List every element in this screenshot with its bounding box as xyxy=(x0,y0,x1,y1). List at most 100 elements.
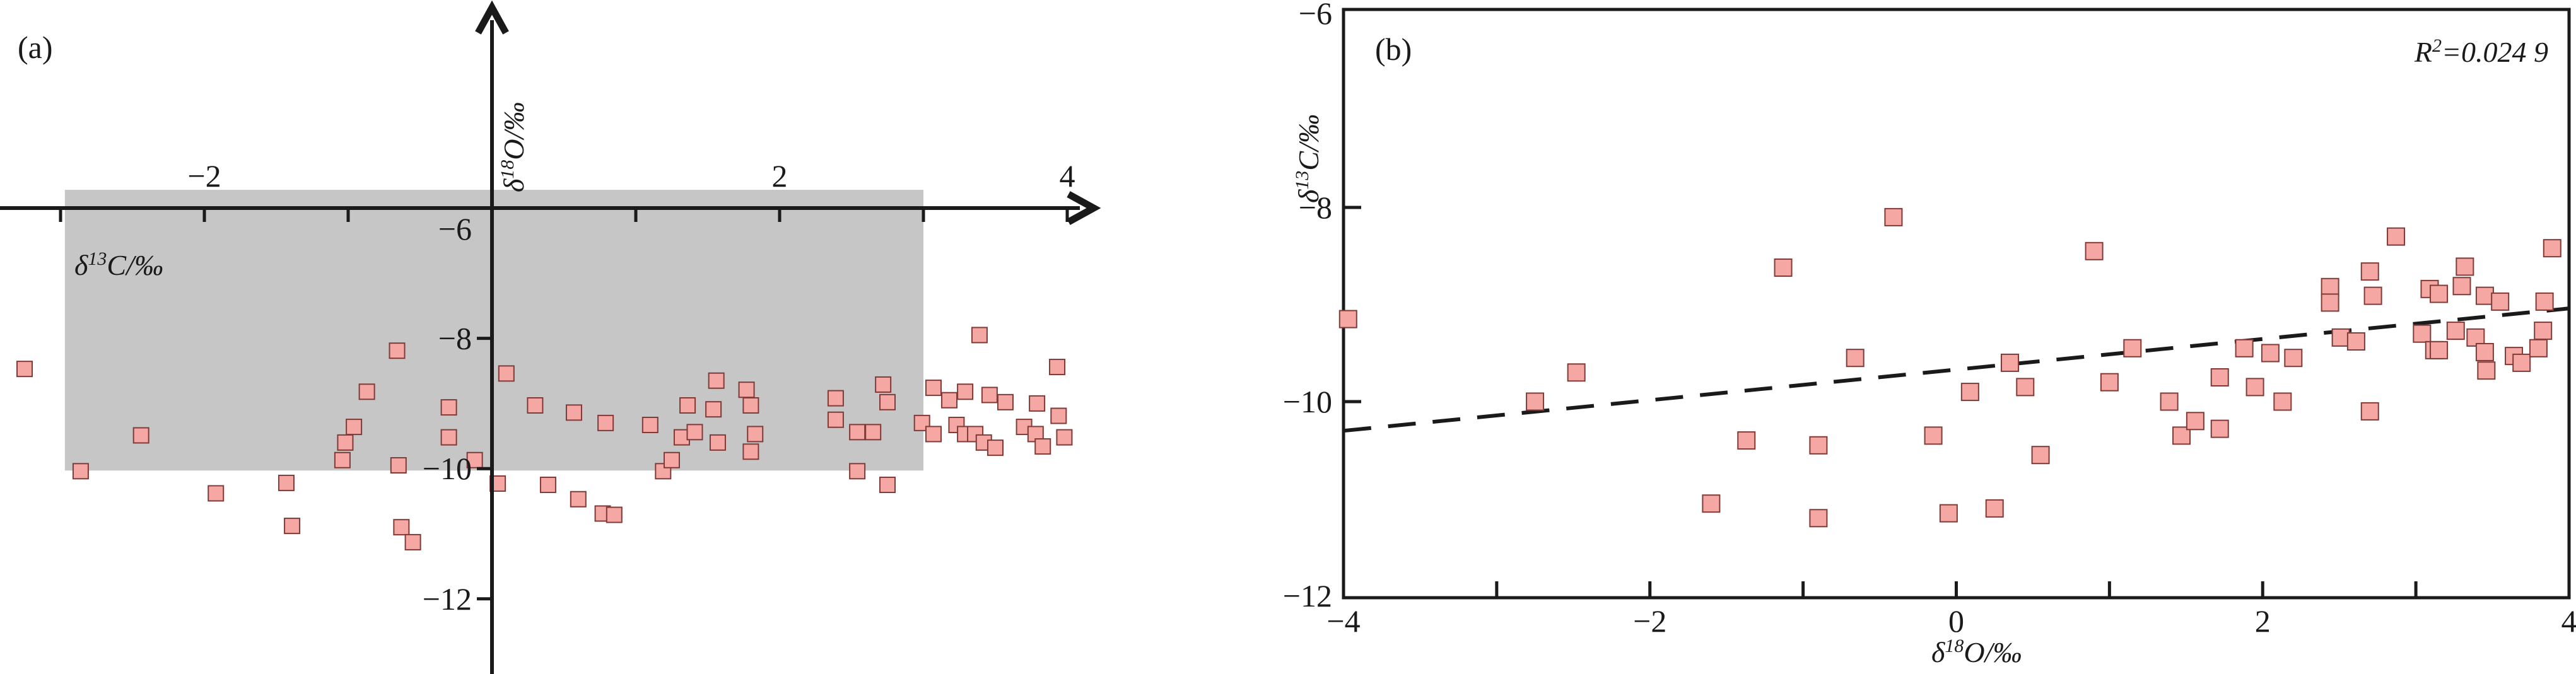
data-point xyxy=(2321,293,2339,312)
panel-a-x-ticks xyxy=(59,208,1069,222)
data-point xyxy=(957,383,974,400)
data-point xyxy=(1774,258,1793,277)
data-point xyxy=(2210,368,2229,386)
data-point xyxy=(2016,378,2035,397)
data-point xyxy=(641,416,659,433)
panel-b-x-axis-title: δ18O/‰ xyxy=(1931,636,2022,669)
data-point xyxy=(679,397,696,414)
x-tick-label: −2 xyxy=(187,158,221,194)
data-point xyxy=(2210,419,2229,438)
data-point xyxy=(2477,361,2496,380)
data-point xyxy=(664,451,680,468)
data-point xyxy=(705,401,722,418)
y-tick-label: −6 xyxy=(438,211,472,247)
y-tick-label: −8 xyxy=(1299,190,1332,225)
data-point xyxy=(997,393,1014,410)
data-point xyxy=(2284,349,2303,368)
x-tick-label: 0 xyxy=(1948,603,1964,639)
y-tick-label: −12 xyxy=(1283,578,1332,613)
data-point xyxy=(2535,292,2554,311)
x-tick-label: 2 xyxy=(772,158,788,194)
data-point xyxy=(925,380,942,397)
data-point xyxy=(2085,241,2104,260)
shaded-region xyxy=(64,190,924,471)
data-point xyxy=(827,390,844,407)
panel-a-x-tick-labels: −2 2 4 xyxy=(187,158,1075,194)
data-point xyxy=(2100,373,2119,392)
data-point xyxy=(971,327,988,344)
panel-a-scatter-points xyxy=(16,327,1073,550)
data-point xyxy=(2529,339,2548,357)
panel-b: −4 −2 0 2 4 −6 −8 −10 −12 δ18O/‰ δ13C/‰ (b) R2=… xyxy=(1283,0,2576,668)
data-point xyxy=(742,443,759,460)
data-point xyxy=(2360,402,2379,421)
data-point xyxy=(1960,383,1979,402)
regression-dashed-line xyxy=(1343,306,2570,433)
data-point xyxy=(2172,426,2191,445)
data-point xyxy=(2245,378,2264,397)
data-point xyxy=(1702,494,1721,513)
panel-b-x-tick-labels: −4 −2 0 2 4 xyxy=(1326,603,2576,639)
data-point xyxy=(2413,324,2432,343)
data-point xyxy=(709,434,726,451)
data-point xyxy=(2363,286,2382,305)
data-point xyxy=(2160,392,2179,411)
data-point xyxy=(2543,239,2561,258)
data-point xyxy=(346,419,363,436)
x-tick-label: −2 xyxy=(1633,603,1666,639)
data-point xyxy=(879,477,896,494)
panel-a-tag: (a) xyxy=(18,30,53,65)
panel-a: −2 2 4 −6 −8 −10 −12 δ13C/‰ δ18O/‰ (a) xyxy=(0,0,1101,674)
data-point xyxy=(2456,257,2474,276)
data-point xyxy=(2321,277,2339,296)
data-point xyxy=(16,361,33,378)
data-point xyxy=(2430,284,2449,303)
y-tick-label: −10 xyxy=(1283,384,1332,419)
x-tick-label: 2 xyxy=(2255,603,2271,639)
y-tick-label: −6 xyxy=(1299,0,1332,31)
data-point xyxy=(1526,392,1545,411)
data-point xyxy=(358,383,375,400)
data-point xyxy=(849,424,866,441)
x-tick-label: 4 xyxy=(2561,603,2576,639)
data-point xyxy=(686,424,703,441)
panel-a-y-ticks xyxy=(477,337,492,601)
data-point xyxy=(708,372,725,389)
data-point xyxy=(539,477,556,494)
data-point xyxy=(2360,262,2379,281)
data-point xyxy=(849,463,866,480)
panel-a-y-axis-title: δ18O/‰ xyxy=(497,102,530,192)
data-point xyxy=(334,451,351,468)
data-point xyxy=(2235,339,2254,357)
data-point xyxy=(2331,328,2350,347)
y-tick-label: −8 xyxy=(438,321,472,356)
data-point xyxy=(393,519,410,536)
data-point xyxy=(208,485,225,502)
data-point xyxy=(2001,353,2020,372)
data-point xyxy=(1737,431,1756,450)
data-point xyxy=(1884,207,1903,226)
data-point xyxy=(132,427,149,444)
r-squared-annotation: R2=0.024 9 xyxy=(2414,35,2548,69)
data-point xyxy=(875,376,892,393)
data-point xyxy=(2186,412,2204,431)
panel-b-y-ticks xyxy=(1344,206,1361,404)
data-point xyxy=(827,411,844,428)
data-point xyxy=(987,439,1004,456)
data-point xyxy=(498,365,515,382)
data-point xyxy=(2387,227,2406,246)
data-point xyxy=(404,533,421,550)
data-point xyxy=(925,426,942,443)
data-point xyxy=(1809,509,1828,528)
data-point xyxy=(565,404,582,421)
panel-b-y-tick-labels: −6 −8 −10 −12 xyxy=(1283,0,1332,613)
data-point xyxy=(1049,359,1066,376)
data-point xyxy=(747,426,764,443)
panel-a-x-axis-title: δ13C/‰ xyxy=(74,248,163,282)
x-tick-label: −4 xyxy=(1326,603,1360,639)
panel-b-x-ticks xyxy=(1495,581,2418,598)
data-point xyxy=(2346,332,2365,351)
data-point xyxy=(390,457,407,474)
